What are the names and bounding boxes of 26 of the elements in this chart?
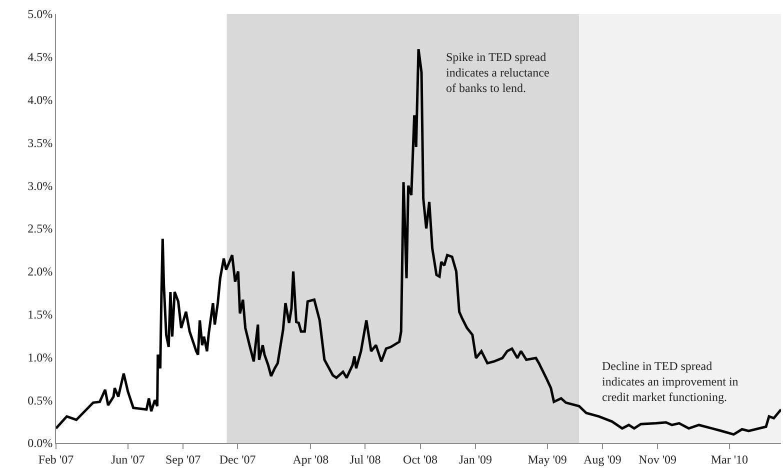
y-tick-label: 2.5% (28, 222, 53, 236)
y-tick-label: 1.5% (28, 308, 53, 322)
annotation: Spike in TED spread indicates a reluctance of banks to lend. (446, 50, 550, 96)
x-tick-label: Sep '07 (165, 452, 201, 466)
y-tick-label: 3.0% (28, 178, 53, 193)
x-tick-label: Nov '09 (638, 452, 676, 466)
y-tick-label: 5.0% (28, 7, 53, 22)
x-tick-label: Oct '08 (403, 452, 438, 466)
x-tick-label: Jul '08 (350, 452, 381, 466)
x-tick-label: Apr '08 (292, 452, 329, 466)
x-tick-label: Mar '10 (710, 452, 748, 466)
y-tick-label: 2.0% (28, 264, 53, 279)
y-tick-label: 0.5% (28, 393, 53, 408)
x-tick-label: Jan '09 (458, 452, 492, 466)
x-tick-label: Feb '07 (38, 452, 74, 466)
y-tick-label: 3.5% (28, 136, 53, 150)
y-tick-label: 4.5% (28, 50, 53, 64)
annotation: Decline in TED spread indicates an improvement in credit market functioning. (602, 359, 738, 404)
y-tick-label: 1.0% (28, 350, 53, 364)
x-tick-label: May '09 (528, 452, 567, 466)
x-tick-label: Aug '09 (584, 452, 622, 466)
line-series (56, 48, 781, 436)
y-tick-label: 4.0% (28, 93, 53, 107)
x-tick-label: Dec '07 (219, 452, 256, 466)
y-tick-label: 0.0% (28, 436, 53, 450)
x-tick-label: Jun '07 (110, 452, 145, 466)
